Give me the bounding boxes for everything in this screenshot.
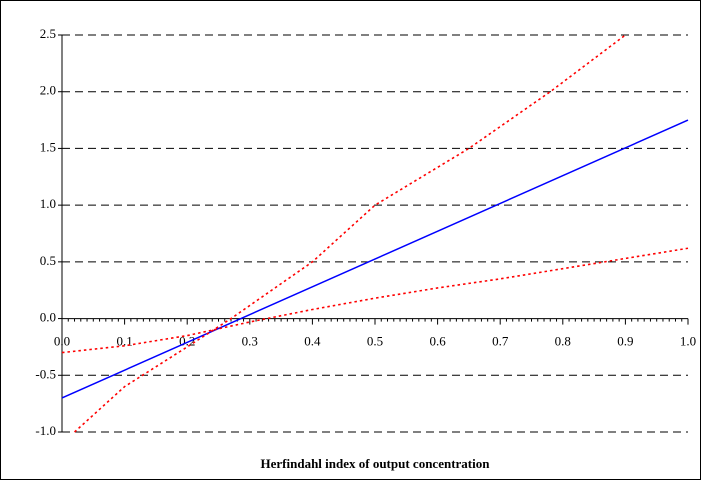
series-line bbox=[61, 247, 689, 354]
x-tick-label: 0.8 bbox=[555, 334, 571, 349]
series-line bbox=[61, 119, 689, 399]
x-tick-label: 0.0 bbox=[54, 334, 70, 349]
y-tick-label: 2.5 bbox=[40, 26, 56, 41]
y-tick-label: 0.0 bbox=[40, 310, 56, 325]
x-tick-label: 1.0 bbox=[680, 334, 696, 349]
y-tick-label: -0.5 bbox=[35, 366, 56, 381]
x-tick-label: 0.9 bbox=[617, 334, 633, 349]
x-tick-label: 0.5 bbox=[367, 334, 383, 349]
y-tick-label: 2.0 bbox=[40, 83, 56, 98]
y-tick-label: -1.0 bbox=[35, 423, 56, 438]
series-line bbox=[73, 34, 626, 433]
x-axis-label: Herfindahl index of output concentration bbox=[261, 456, 491, 471]
x-tick-label: 0.2 bbox=[179, 334, 195, 349]
x-tick-label: 0.7 bbox=[492, 334, 509, 349]
y-tick-label: 1.0 bbox=[40, 196, 56, 211]
y-tick-label: 0.5 bbox=[40, 253, 56, 268]
x-tick-label: 0.3 bbox=[242, 334, 258, 349]
x-tick-label: 0.4 bbox=[304, 334, 321, 349]
x-tick-label: 0.6 bbox=[429, 334, 446, 349]
y-tick-label: 1.5 bbox=[40, 139, 56, 154]
